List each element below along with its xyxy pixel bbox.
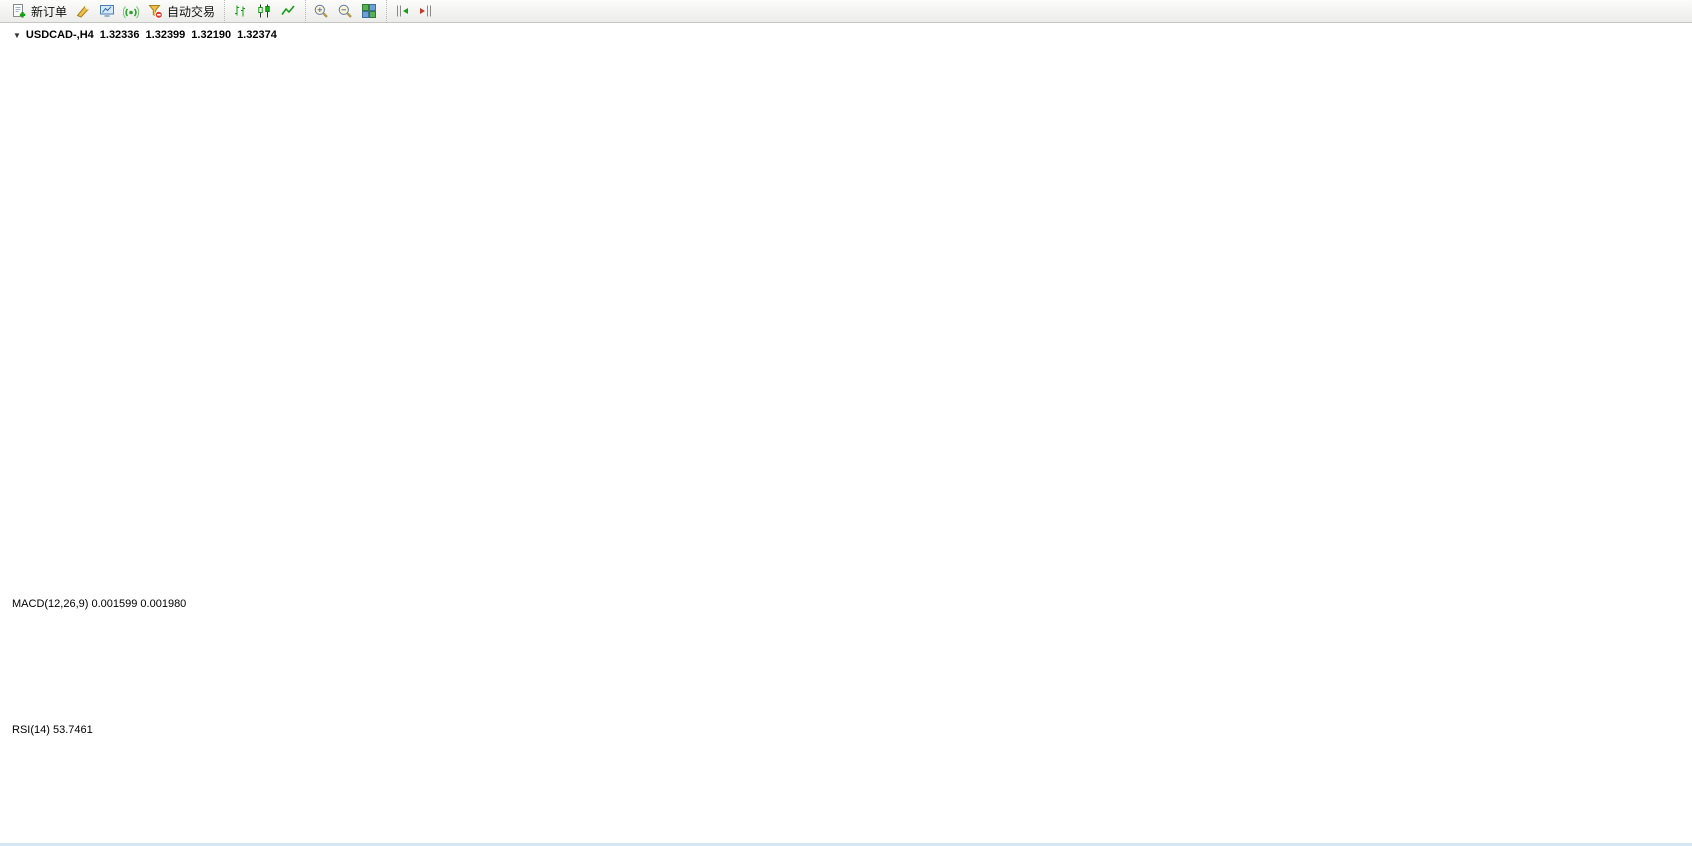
quote-high: 1.32399 bbox=[145, 29, 186, 41]
auto-scroll-button[interactable] bbox=[390, 0, 414, 22]
chart-wizard-button[interactable] bbox=[71, 0, 95, 22]
zoom-group bbox=[305, 0, 384, 23]
new-order-icon bbox=[11, 3, 27, 19]
scroll-group bbox=[386, 0, 441, 23]
zoom-in-button[interactable] bbox=[309, 0, 333, 22]
chart-window bbox=[0, 23, 1692, 843]
line-chart-button[interactable] bbox=[276, 0, 300, 22]
macd-label: MACD(12,26,9) 0.001599 0.001980 bbox=[12, 598, 187, 610]
metaeditor-icon bbox=[99, 3, 115, 19]
collapse-triangle-icon[interactable]: ▼ bbox=[13, 30, 21, 40]
bar-chart-icon bbox=[232, 3, 248, 19]
main-toolbar: 新订单 自动交易 bbox=[0, 0, 1692, 23]
quote-low: 1.32190 bbox=[191, 29, 232, 41]
status-strip bbox=[0, 843, 1692, 846]
chart-shift-icon bbox=[418, 3, 434, 19]
signals-icon bbox=[123, 3, 140, 19]
quote-close: 1.32374 bbox=[237, 29, 277, 41]
zoom-out-button[interactable] bbox=[333, 0, 357, 22]
autotrading-icon bbox=[147, 3, 163, 19]
rsi-label: RSI(14) 53.7461 bbox=[12, 724, 93, 736]
chart-title-bar[interactable]: ▼ USDCAD-,H4 1.32336 1.32399 1.32190 1.3… bbox=[7, 25, 283, 45]
tile-windows-button[interactable] bbox=[357, 0, 381, 22]
symbol-title: USDCAD-,H4 bbox=[25, 29, 94, 41]
signals-button[interactable] bbox=[119, 0, 143, 22]
tile-windows-icon bbox=[361, 3, 377, 19]
new-order-button-label: 新订单 bbox=[31, 4, 68, 19]
metaeditor-button[interactable] bbox=[95, 0, 119, 22]
auto-scroll-icon bbox=[394, 3, 410, 19]
chart-shift-button[interactable] bbox=[414, 0, 438, 22]
chart-wizard-icon bbox=[75, 3, 91, 19]
new-order-button[interactable]: 新订单 bbox=[7, 0, 71, 22]
autotrading-button-label: 自动交易 bbox=[167, 4, 216, 19]
zoom-out-icon bbox=[337, 3, 353, 19]
line-chart-icon bbox=[280, 3, 296, 19]
bar-chart-button[interactable] bbox=[228, 0, 252, 22]
trade-group: 新订单 自动交易 bbox=[4, 0, 222, 23]
candlestick-chart-icon bbox=[256, 3, 272, 19]
candlestick-chart-button[interactable] bbox=[252, 0, 276, 22]
zoom-in-icon bbox=[313, 3, 329, 19]
autotrading-button[interactable]: 自动交易 bbox=[143, 0, 219, 22]
quote-open: 1.32336 bbox=[99, 29, 140, 41]
chart-type-group bbox=[224, 0, 303, 23]
